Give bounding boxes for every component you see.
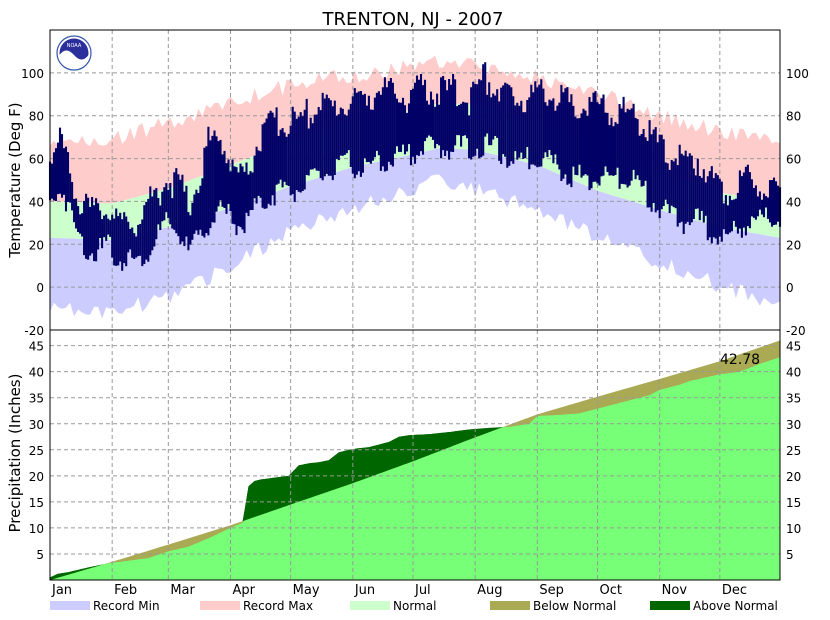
record-min-area — [50, 147, 780, 319]
precip-tick-label-left: 10 — [29, 522, 44, 536]
temp-tick-label-right: 80 — [786, 110, 801, 124]
precip-tick-label-right: 35 — [786, 392, 801, 406]
precipitation-panel-frame — [49, 329, 781, 581]
legend-swatch — [200, 601, 240, 610]
precipitation-grid — [50, 330, 780, 580]
month-label: Jul — [414, 583, 431, 598]
temp-tick-label-left: 100 — [21, 67, 44, 81]
temp-tick-label-right: -20 — [786, 324, 806, 338]
precip-tick-label-right: 5 — [786, 548, 794, 562]
precip-tick-label-left: 5 — [36, 548, 44, 562]
legend-label: Above Normal — [693, 599, 778, 613]
month-label: Jun — [354, 583, 375, 598]
precip-tick-label-left: 40 — [29, 366, 44, 380]
temp-tick-label-left: 20 — [29, 238, 44, 252]
precip-tick-label-left: 45 — [29, 340, 44, 354]
precip-tick-label-right: 40 — [786, 366, 801, 380]
precip-tick-label-right: 30 — [786, 418, 801, 432]
precip-tick-label-left: 20 — [29, 470, 44, 484]
precip-tick-label-right: 20 — [786, 470, 801, 484]
record-max-area — [50, 55, 780, 204]
temp-tick-label-left: 40 — [29, 195, 44, 209]
month-label: Mar — [170, 583, 195, 598]
precipitation-areas — [50, 340, 780, 580]
temp-tick-label-left: -20 — [24, 324, 44, 338]
month-label: Dec — [722, 583, 747, 598]
precip-tick-label-left: 30 — [29, 418, 44, 432]
precipitation-axis-label: Precipitation (Inches) — [6, 374, 24, 533]
month-label: Feb — [114, 583, 137, 598]
precipitation-total-annotation: 42.78 — [720, 352, 760, 368]
legend-swatch — [650, 601, 690, 610]
temp-tick-label-left: 0 — [36, 281, 44, 295]
noaa-logo: NOAA — [56, 35, 92, 71]
month-label: Oct — [600, 583, 622, 598]
precip-tick-label-left: 35 — [29, 392, 44, 406]
month-label: Sep — [539, 583, 564, 598]
chart-title: TRENTON, NJ - 2007 — [322, 9, 504, 30]
temp-tick-label-right: 100 — [786, 67, 809, 81]
temp-tick-label-right: 0 — [786, 281, 794, 295]
month-label: Nov — [662, 583, 688, 598]
month-label: Jan — [51, 583, 72, 598]
temperature-axis-label: Temperature (Deg F) — [6, 102, 24, 258]
precip-tick-label-right: 45 — [786, 340, 801, 354]
legend: Record Min Record Max Normal Below Normal Ab… — [50, 599, 778, 613]
temp-tick-label-left: 80 — [29, 110, 44, 124]
legend-label: Record Max — [243, 599, 313, 613]
precip-tick-label-left: 15 — [29, 496, 44, 510]
precip-tick-label-left: 25 — [29, 444, 44, 458]
temp-tick-label-right: 60 — [786, 153, 801, 167]
legend-swatch — [350, 601, 390, 610]
legend-swatch — [50, 601, 90, 610]
legend-label: Record Min — [93, 599, 160, 613]
legend-swatch — [490, 601, 530, 610]
month-label: Aug — [477, 583, 502, 598]
precip-tick-label-right: 25 — [786, 444, 801, 458]
observed-temperature-bars — [48, 62, 782, 271]
month-label: Apr — [232, 583, 255, 598]
above-normal-overlay — [50, 340, 780, 580]
legend-label: Below Normal — [533, 599, 616, 613]
legend-label: Normal — [393, 599, 436, 613]
precip-tick-label-right: 15 — [786, 496, 801, 510]
normal-precip-area — [50, 357, 780, 580]
month-label: May — [293, 583, 320, 598]
temp-tick-label-right: 40 — [786, 195, 801, 209]
temp-tick-label-right: 20 — [786, 238, 801, 252]
temp-tick-label-left: 60 — [29, 153, 44, 167]
precip-tick-label-right: 10 — [786, 522, 801, 536]
logo-text: NOAA — [67, 43, 82, 49]
